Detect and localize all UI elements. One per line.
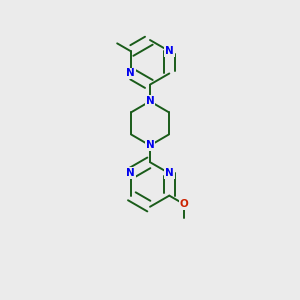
Text: N: N (165, 46, 174, 56)
Text: N: N (126, 68, 135, 79)
Text: N: N (165, 168, 174, 178)
Text: O: O (179, 199, 188, 209)
Text: N: N (146, 96, 154, 106)
Text: N: N (146, 140, 154, 151)
Text: N: N (126, 168, 135, 178)
